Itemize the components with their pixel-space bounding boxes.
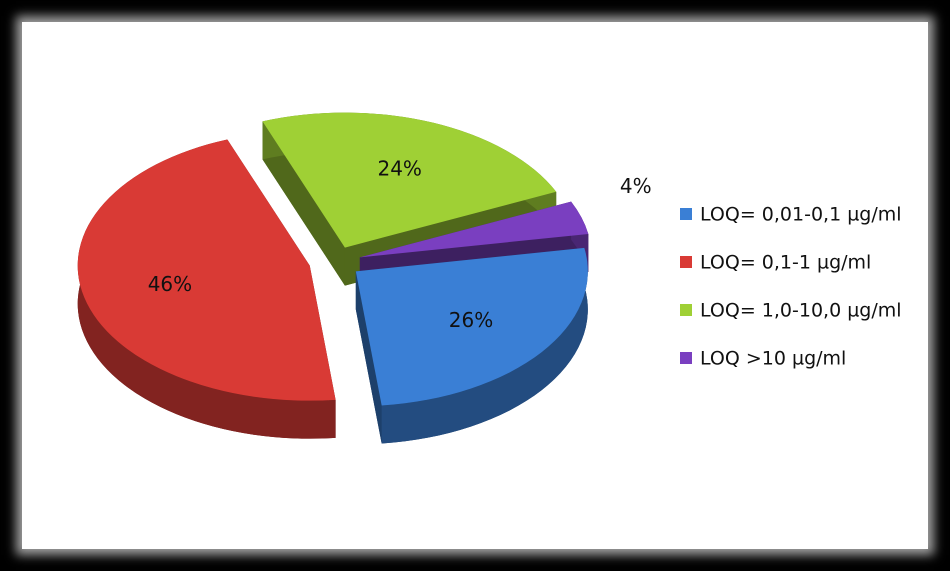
- data-label: 24%: [377, 157, 421, 181]
- slice: [355, 247, 588, 444]
- legend-label: LOQ >10 µg/ml: [700, 348, 846, 370]
- data-label: 46%: [148, 272, 192, 296]
- slice-top: [355, 247, 588, 406]
- slice-top: [359, 201, 589, 258]
- legend-label: LOQ= 0,1-1 µg/ml: [700, 252, 871, 274]
- slice-rim: [77, 139, 336, 439]
- legend-swatch: [680, 352, 692, 364]
- legend-swatch: [680, 256, 692, 268]
- legend-label: LOQ= 0,01-0,1 µg/ml: [700, 204, 902, 226]
- slice-top: [262, 112, 557, 248]
- legend-swatch: [680, 304, 692, 316]
- data-label: 26%: [449, 308, 493, 332]
- slice-side: [262, 121, 345, 286]
- legend-label: LOQ= 1,0-10,0 µg/ml: [700, 300, 902, 322]
- slice-top: [77, 139, 336, 401]
- legend-swatch: [680, 208, 692, 220]
- slice-rim: [381, 247, 588, 444]
- slice-side: [355, 271, 382, 444]
- data-label: 4%: [620, 174, 652, 198]
- slice: [77, 139, 336, 439]
